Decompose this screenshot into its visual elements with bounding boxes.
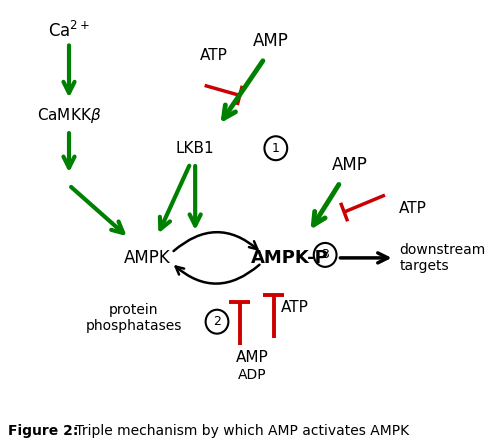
Text: ATP: ATP bbox=[399, 201, 427, 215]
Text: 2: 2 bbox=[213, 315, 221, 328]
Text: 3: 3 bbox=[321, 248, 329, 261]
Text: protein
phosphatases: protein phosphatases bbox=[86, 303, 182, 333]
Text: LKB1: LKB1 bbox=[176, 141, 214, 156]
Text: AMP: AMP bbox=[253, 32, 289, 49]
Text: CaMKK$\beta$: CaMKK$\beta$ bbox=[37, 106, 101, 125]
Text: AMPK-P: AMPK-P bbox=[251, 249, 329, 267]
Text: ATP: ATP bbox=[200, 48, 228, 63]
Text: downstream
targets: downstream targets bbox=[399, 243, 486, 273]
Text: AMPK: AMPK bbox=[124, 249, 171, 267]
Text: Figure 2:: Figure 2: bbox=[8, 425, 78, 438]
Text: 1: 1 bbox=[272, 142, 280, 155]
Text: ADP: ADP bbox=[238, 368, 266, 381]
Text: Ca$^{2+}$: Ca$^{2+}$ bbox=[48, 20, 90, 40]
Text: Triple mechanism by which AMP activates AMPK: Triple mechanism by which AMP activates … bbox=[71, 425, 409, 438]
Text: AMP: AMP bbox=[236, 350, 268, 365]
Text: ATP: ATP bbox=[281, 300, 308, 315]
Text: AMP: AMP bbox=[332, 156, 368, 174]
